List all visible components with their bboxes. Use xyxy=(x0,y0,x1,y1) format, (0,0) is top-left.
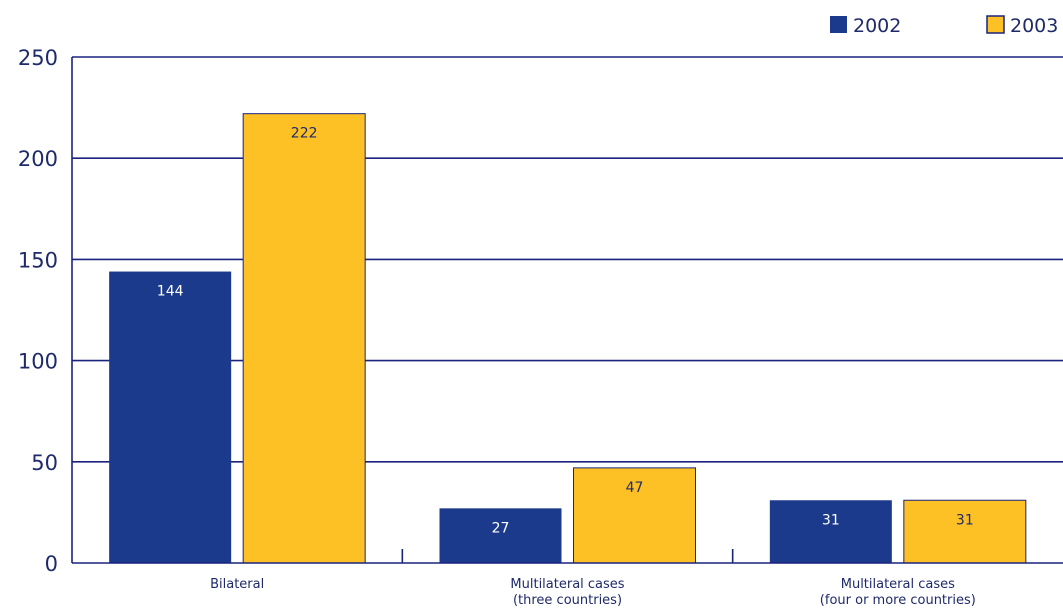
x-category-label: Multilateral cases xyxy=(841,577,955,592)
x-category-label: Multilateral cases xyxy=(510,577,624,592)
legend-swatch-2002 xyxy=(830,16,847,33)
data-label: 144 xyxy=(157,284,184,300)
data-label: 31 xyxy=(956,512,974,528)
y-tick-label: 100 xyxy=(18,350,58,374)
bar-2002 xyxy=(769,500,892,563)
data-labels: 144 222 27 47 31 31 xyxy=(157,126,974,537)
x-category-label: Bilateral xyxy=(210,577,264,592)
data-label: 31 xyxy=(822,512,840,528)
y-tick-label: 50 xyxy=(31,451,58,475)
legend: 2002 2003 xyxy=(830,15,1058,37)
x-category-label: (three countries) xyxy=(513,593,622,608)
bar-2003 xyxy=(903,499,1027,564)
data-label: 47 xyxy=(626,480,644,496)
bar-2003 xyxy=(573,467,696,564)
axes: 0 50 100 150 200 250 Bilateral Multilateral cas… xyxy=(18,46,1063,608)
x-category-label: (four or more countries) xyxy=(820,593,976,608)
bar-2002 xyxy=(439,508,562,563)
data-label: 27 xyxy=(492,520,510,536)
bar-2002 xyxy=(109,271,232,563)
gridlines xyxy=(72,56,1063,463)
data-label: 222 xyxy=(291,126,318,142)
bar-2003 xyxy=(242,113,366,564)
y-tick-label: 250 xyxy=(18,46,58,70)
legend-label: 2002 xyxy=(853,15,901,37)
legend-label: 2003 xyxy=(1010,15,1058,37)
y-tick-label: 0 xyxy=(45,552,58,576)
y-tick-label: 200 xyxy=(18,147,58,171)
y-tick-label: 150 xyxy=(18,248,58,272)
legend-swatch-2003 xyxy=(986,15,1005,34)
bars xyxy=(109,113,1027,564)
